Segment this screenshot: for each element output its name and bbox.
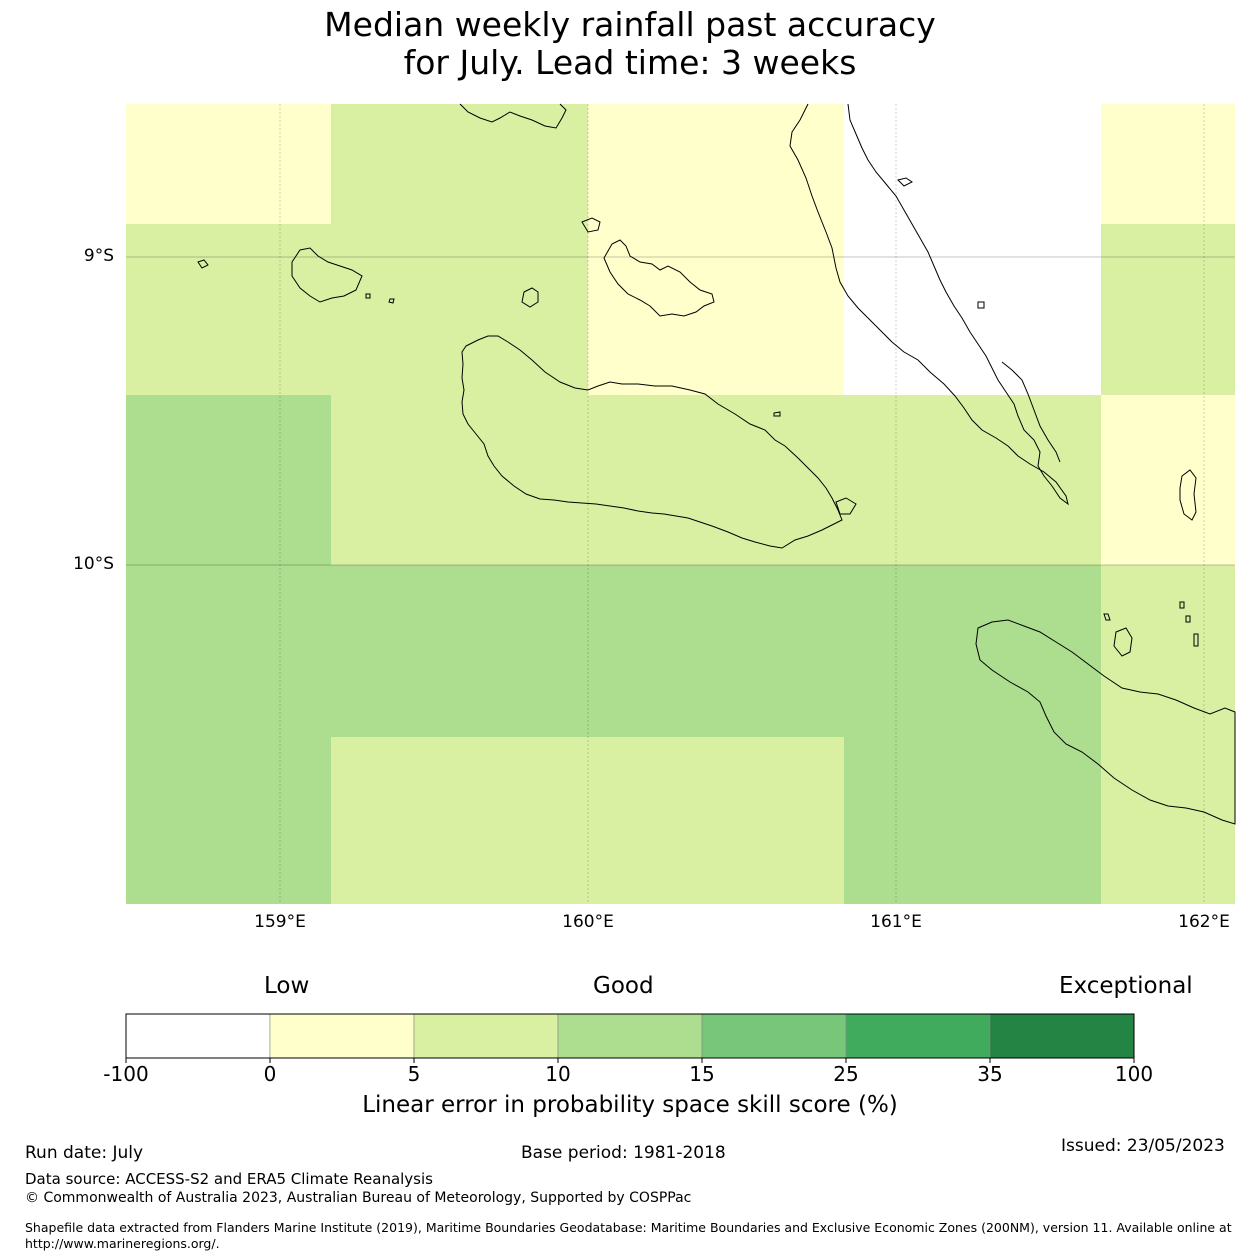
shapefile-credit-line1: Shapefile data extracted from Flanders M… <box>25 1220 1232 1235</box>
cbar-tick-0: 0 <box>263 1062 277 1086</box>
colorbar-outline <box>125 1013 1135 1059</box>
colorbar-segment <box>269 1013 415 1059</box>
coast-islet-d <box>388 298 395 304</box>
grid-cell <box>844 224 1101 395</box>
cbar-tick-5: 5 <box>407 1062 421 1086</box>
lon-label-161E: 161°E <box>870 912 922 932</box>
colorbar-segment <box>845 1013 991 1059</box>
grid-cell <box>126 737 331 904</box>
grid-cell <box>588 737 844 904</box>
cbar-tick-25: 25 <box>833 1062 859 1086</box>
coast-russell-islands <box>291 247 363 303</box>
category-label-good: Good <box>593 973 654 999</box>
coast-savo <box>521 287 539 308</box>
grid-cell <box>588 224 844 395</box>
lon-label-159E: 159°E <box>254 912 306 932</box>
coast-florida-islands <box>603 239 715 317</box>
coast-islet-b <box>197 259 209 269</box>
coast-islet-e <box>897 177 913 187</box>
grid-cell <box>1101 565 1235 737</box>
coast-islet-j <box>1179 601 1185 609</box>
graticule <box>126 104 1235 904</box>
grid-cell <box>126 224 331 395</box>
grid-cell <box>588 104 844 224</box>
title-line-2: for July. Lead time: 3 weeks <box>403 43 857 82</box>
cbar-tick-10: 10 <box>545 1062 571 1086</box>
grid-cell <box>844 395 1101 565</box>
coast-islet-g <box>773 411 781 417</box>
coast-islet-a <box>581 217 601 233</box>
coast-makira <box>975 619 1236 825</box>
cbar-tick-neg100: -100 <box>103 1062 149 1086</box>
grid-cell <box>126 395 331 565</box>
colorbar-segment <box>125 1013 271 1059</box>
coast-isabel-tip <box>459 103 567 129</box>
coast-islet-i <box>1103 613 1111 621</box>
grid-cell <box>844 565 1101 737</box>
lat-label-10S: 10°S <box>73 554 114 574</box>
colorbar-segment <box>557 1013 703 1059</box>
grid-cell <box>844 104 1101 224</box>
category-label-low: Low <box>264 973 310 999</box>
category-label-exceptional: Exceptional <box>1059 973 1193 999</box>
colorbar-segment <box>701 1013 847 1059</box>
base-period: Base period: 1981-2018 <box>521 1143 726 1163</box>
grid-cell <box>1101 395 1235 565</box>
run-date: Run date: July <box>25 1143 144 1163</box>
title-line-1: Median weekly rainfall past accuracy <box>324 5 936 44</box>
coast-islet-h <box>835 497 857 515</box>
grid-cell <box>331 104 588 224</box>
grid-cell <box>1101 737 1235 904</box>
coast-maramasike <box>1001 361 1061 463</box>
coast-malaita <box>789 103 1069 506</box>
lon-label-162E: 162°E <box>1178 912 1230 932</box>
lat-label-9S: 9°S <box>83 246 114 266</box>
grid-cell <box>126 565 331 737</box>
issued-date: Issued: 23/05/2023 <box>1061 1136 1225 1156</box>
coast-islet-l <box>1193 633 1199 647</box>
colorbar-segment <box>413 1013 559 1059</box>
shapefile-credit-line2: http://www.marineregions.org/. <box>25 1236 220 1251</box>
colorbar-segment <box>989 1013 1135 1059</box>
coast-guadalcanal <box>461 335 843 549</box>
grid-cell <box>1101 104 1235 224</box>
copyright: © Commonwealth of Australia 2023, Austra… <box>25 1190 692 1206</box>
grid-cell <box>126 104 331 224</box>
coast-uki <box>1113 627 1133 657</box>
cbar-tick-35: 35 <box>977 1062 1003 1086</box>
grid-cell <box>588 565 844 737</box>
grid-cell <box>1101 224 1235 395</box>
coast-islet-c <box>365 293 371 299</box>
colorbar-label: Linear error in probability space skill … <box>362 1092 898 1118</box>
coast-islet-k <box>1185 615 1191 623</box>
data-source: Data source: ACCESS-S2 and ERA5 Climate … <box>25 1170 433 1188</box>
grid-cell <box>331 395 588 565</box>
grid-cell <box>331 224 588 395</box>
coast-islet-f <box>977 301 985 309</box>
coast-ulawa <box>1179 469 1197 521</box>
grid-cell <box>331 737 588 904</box>
coastlines <box>197 103 1236 825</box>
cbar-tick-100: 100 <box>1114 1062 1154 1086</box>
skill-grid <box>126 104 1235 904</box>
grid-cell <box>844 737 1101 904</box>
map-title: Median weekly rainfall past accuracy for… <box>0 6 1260 82</box>
cbar-tick-15: 15 <box>689 1062 715 1086</box>
grid-cell <box>588 395 844 565</box>
grid-cell <box>331 565 588 737</box>
lon-label-160E: 160°E <box>562 912 614 932</box>
